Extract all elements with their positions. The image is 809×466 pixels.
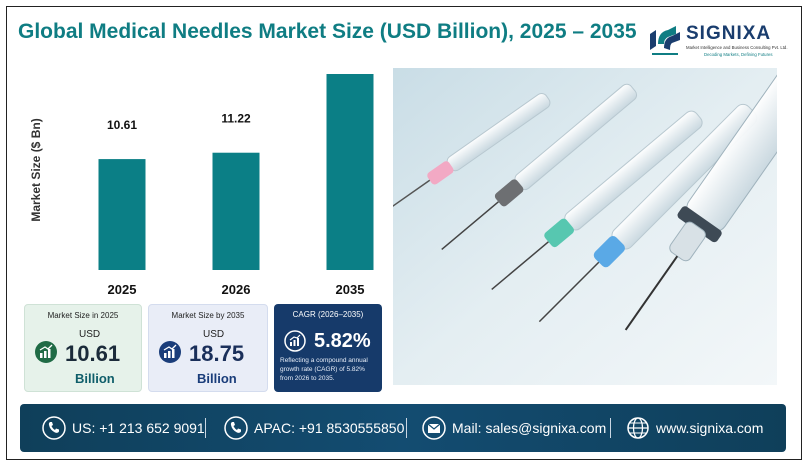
card-unit: Billion	[197, 371, 237, 386]
card-currency: USD	[79, 329, 101, 340]
bar-2035	[326, 74, 374, 270]
card-unit: Billion	[75, 371, 115, 386]
logo-tagline: Market Intelligence and Business Consult…	[686, 45, 788, 50]
card-value: 18.75	[189, 341, 245, 366]
cagr-card: CAGR (2026–2035) 5.82% Reflecting a comp…	[274, 304, 382, 392]
bar-2025	[98, 159, 146, 270]
contact-email-text: Mail: sales@signixa.com	[452, 420, 607, 436]
card-title: Market Size in 2025	[47, 311, 119, 320]
divider	[205, 418, 206, 438]
syringes-illustration	[393, 68, 777, 385]
syringes-photo	[393, 68, 777, 385]
logo-slogan: Decoding Markets, Defining Futures	[704, 52, 773, 57]
card-value: 5.82%	[314, 330, 371, 352]
signixa-logo: SIGNIXA Market Intelligence and Business…	[646, 18, 794, 64]
card-description: Reflecting a compound annual growth rate…	[280, 357, 368, 382]
x-tick-label-2025: 2025	[108, 282, 137, 297]
x-tick-label-2026: 2026	[222, 282, 251, 297]
growth-chart-icon	[35, 341, 57, 363]
contact-footer: US: +1 213 652 9091 APAC: +91 8530555850…	[20, 404, 786, 452]
logo-wordmark: SIGNIXA	[686, 23, 772, 44]
card-title: Market Size by 2035	[171, 311, 245, 320]
y-axis-label: Market Size ($ Bn)	[29, 118, 43, 221]
x-tick-label-2035: 2035	[336, 282, 365, 297]
divider	[610, 418, 611, 438]
chart-svg: Market Size ($ Bn) 10.61 2025 11.22 2026 18.7…	[29, 60, 374, 297]
value-label-2026: 11.22	[221, 112, 251, 126]
contact-apac-text: APAC: +91 8530555850	[254, 420, 405, 436]
bar-2026	[212, 152, 260, 270]
contact-us-text: US: +1 213 652 9091	[72, 420, 205, 436]
divider	[406, 418, 407, 438]
page-title: Global Medical Needles Market Size (USD …	[18, 20, 637, 43]
contact-email[interactable]: Mail: sales@signixa.com	[422, 414, 606, 442]
logo-mark-icon	[650, 26, 680, 55]
card-value: 10.61	[65, 341, 121, 366]
phone-icon	[42, 416, 66, 440]
value-label-2025: 10.61	[107, 118, 137, 132]
mail-icon	[422, 416, 446, 440]
globe-icon	[627, 417, 649, 439]
contact-website-text: www.signixa.com	[656, 420, 764, 436]
contact-apac-phone[interactable]: APAC: +91 8530555850	[224, 414, 404, 442]
market-size-2035-card: Market Size by 2035 USD 18.75 Billion	[148, 304, 268, 392]
value-label-2035: 18.75	[335, 60, 365, 61]
card-currency: USD	[203, 329, 225, 340]
phone-icon	[224, 416, 248, 440]
contact-us-phone[interactable]: US: +1 213 652 9091	[42, 414, 205, 442]
contact-website[interactable]: www.signixa.com	[626, 414, 763, 442]
growth-chart-icon	[284, 330, 306, 352]
bar-chart: Market Size ($ Bn) 10.61 2025 11.22 2026 18.7…	[18, 60, 390, 300]
growth-chart-icon	[159, 341, 181, 363]
card-title: CAGR (2026–2035)	[292, 310, 364, 319]
market-size-2025-card: Market Size in 2025 USD 10.61 Billion	[24, 304, 142, 392]
